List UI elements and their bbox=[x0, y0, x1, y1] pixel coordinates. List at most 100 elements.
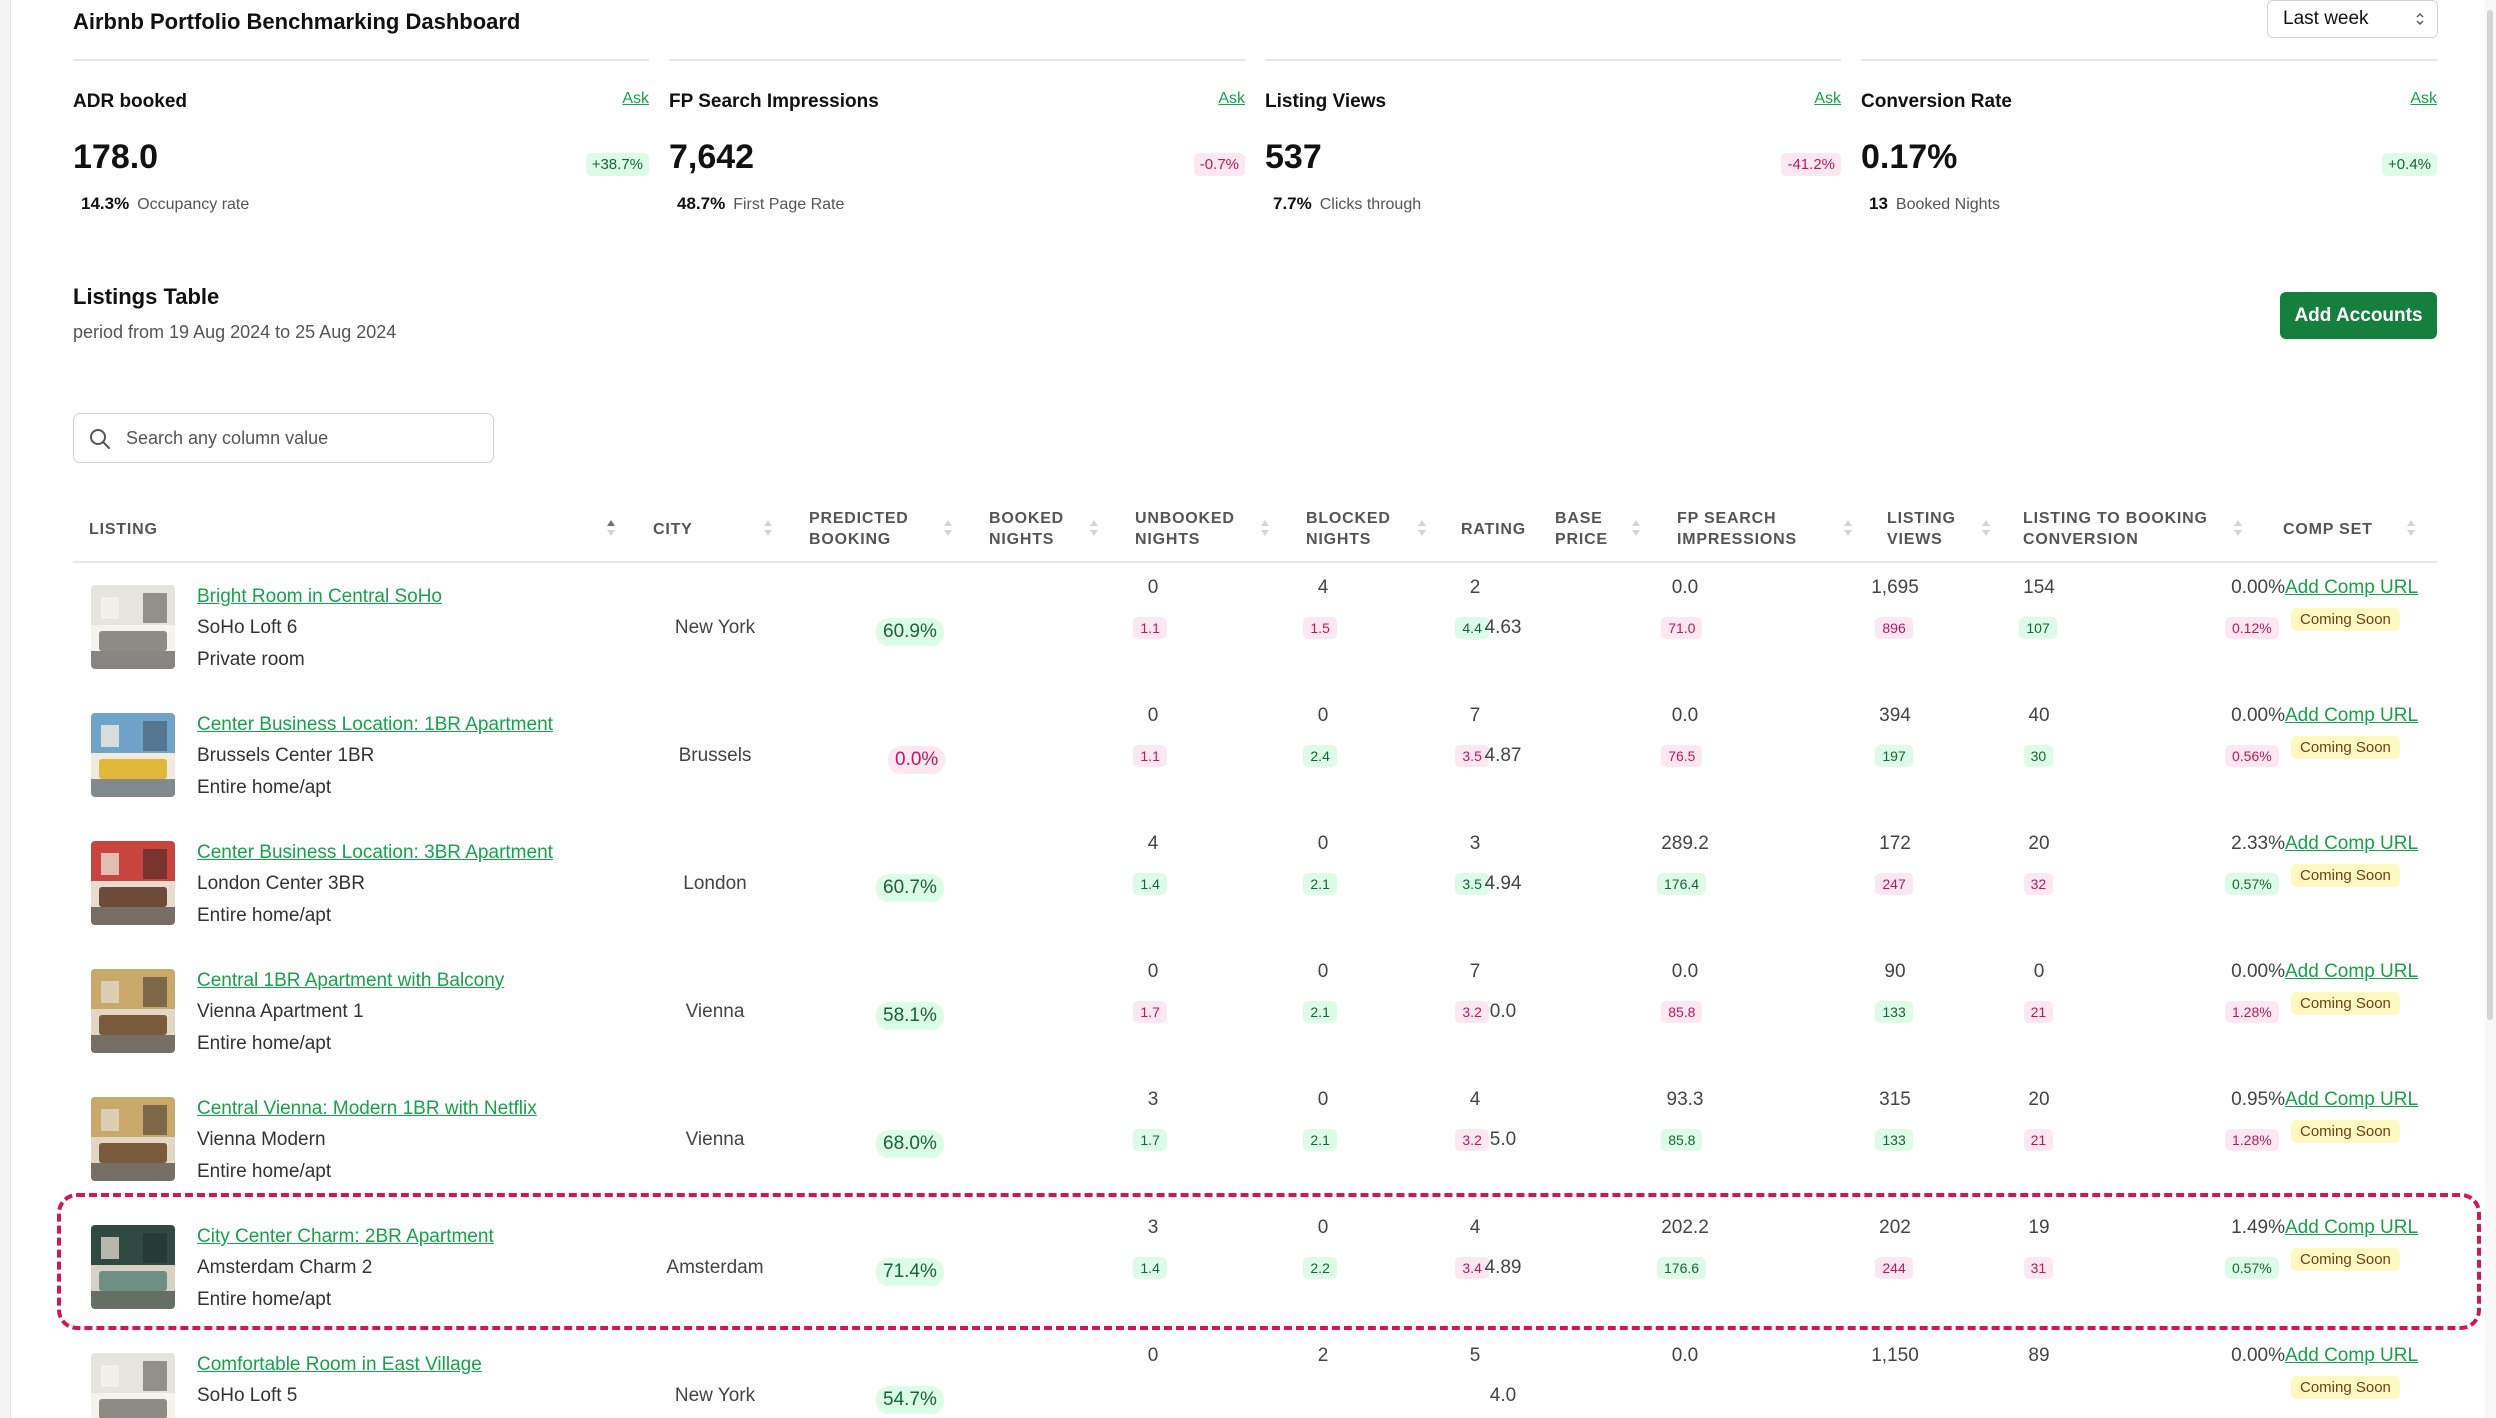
column-header-line1: PREDICTED bbox=[809, 510, 909, 527]
table-title: Listings Table bbox=[73, 284, 220, 309]
listing-name-link[interactable]: City Center Charm: 2BR Apartment bbox=[197, 1226, 494, 1247]
coming-soon-badge: Coming Soon bbox=[2291, 608, 2400, 631]
sort-icon[interactable] bbox=[943, 517, 953, 539]
search-box[interactable] bbox=[73, 413, 494, 463]
sort-icon[interactable] bbox=[1417, 517, 1427, 539]
listing-name-link[interactable]: Comfortable Room in East Village bbox=[197, 1354, 482, 1375]
column-header-line1: RATING bbox=[1461, 520, 1526, 538]
column-header-booked-nights[interactable]: BOOKED NIGHTS bbox=[989, 495, 1064, 563]
price-value: 0.0 bbox=[1671, 705, 1699, 726]
listing-name-link[interactable]: Center Business Location: 1BR Apartment bbox=[197, 714, 553, 735]
impressions-value: 202 bbox=[1879, 1217, 1911, 1238]
column-header-blocked-nights[interactable]: BLOCKED NIGHTS bbox=[1306, 495, 1391, 563]
rating-value: 4.0 bbox=[1489, 1385, 1517, 1406]
metric-label: Listing Views bbox=[1265, 91, 1387, 112]
sort-icon[interactable] bbox=[1260, 517, 1270, 539]
column-header-unbooked-nights[interactable]: UNBOOKED NIGHTS bbox=[1135, 495, 1235, 563]
blocked-value: 5 bbox=[1469, 1345, 1481, 1366]
metric-label: ADR booked bbox=[73, 91, 187, 112]
booked-benchmark-badge: 1.7 bbox=[1133, 1001, 1167, 1023]
conversion-value: 0.00% bbox=[2231, 577, 2285, 598]
listing-room-type: Entire home/apt bbox=[197, 1289, 332, 1310]
impressions-benchmark-badge: 896 bbox=[1875, 617, 1913, 639]
column-header-base-price[interactable]: BASE PRICE bbox=[1555, 495, 1608, 563]
impressions-value: 1,695 bbox=[1871, 577, 1919, 598]
price-value: 0.0 bbox=[1671, 1345, 1699, 1366]
add-comp-url-link[interactable]: Add Comp URL bbox=[2285, 961, 2419, 982]
predicted-booking-badge: 54.7% bbox=[876, 1386, 944, 1414]
unbooked-value: 4 bbox=[1317, 577, 1329, 598]
add-comp-url-link[interactable]: Add Comp URL bbox=[2285, 833, 2419, 854]
column-header-listing-views[interactable]: LISTING VIEWS bbox=[1887, 495, 1956, 563]
column-header-comp-set[interactable]: COMP SET bbox=[2283, 495, 2373, 563]
blocked-value: 4 bbox=[1469, 1217, 1481, 1238]
coming-soon-badge: Coming Soon bbox=[2291, 992, 2400, 1015]
add-comp-url-link[interactable]: Add Comp URL bbox=[2285, 1217, 2419, 1238]
price-value: 202.2 bbox=[1661, 1217, 1709, 1238]
sort-icon[interactable] bbox=[606, 517, 616, 539]
add-comp-url-link[interactable]: Add Comp URL bbox=[2285, 577, 2419, 598]
scrollbar-thumb[interactable] bbox=[2487, 10, 2493, 1020]
sort-icon[interactable] bbox=[2233, 517, 2243, 539]
blocked-benchmark-badge: 3.2 bbox=[1455, 1001, 1489, 1023]
listing-name-link[interactable]: Central 1BR Apartment with Balcony bbox=[197, 970, 505, 991]
column-header-line1: CITY bbox=[653, 520, 693, 538]
impressions-benchmark-badge: 244 bbox=[1875, 1257, 1913, 1279]
ask-link[interactable]: Ask bbox=[1218, 90, 1245, 107]
search-icon bbox=[90, 429, 110, 449]
add-comp-url-link[interactable]: Add Comp URL bbox=[2285, 705, 2419, 726]
sort-icon[interactable] bbox=[2406, 517, 2416, 539]
column-header-label: BASE PRICE bbox=[1555, 508, 1608, 550]
unbooked-value: 2 bbox=[1317, 1345, 1329, 1366]
metric-change-badge: +38.7% bbox=[585, 153, 649, 176]
conversion-value: 2.33% bbox=[2231, 833, 2285, 854]
predicted-booking-badge: 0.0% bbox=[888, 746, 946, 774]
table-header: LISTING CITY PREDICTED BOOKING BOOKED NIGHTS U… bbox=[73, 495, 2437, 563]
column-header-listing-to-booking-conversion[interactable]: LISTING TO BOOKING CONVERSION bbox=[2023, 495, 2208, 563]
views-benchmark-badge: 107 bbox=[2019, 617, 2057, 639]
listing-account: Vienna Modern bbox=[197, 1129, 326, 1150]
metric-value: 178.0 bbox=[73, 138, 159, 176]
sort-icon[interactable] bbox=[763, 517, 773, 539]
add-comp-url-link[interactable]: Add Comp URL bbox=[2285, 1089, 2419, 1110]
column-header-city[interactable]: CITY bbox=[653, 495, 693, 563]
column-header-listing[interactable]: LISTING bbox=[89, 495, 158, 563]
price-benchmark-badge: 85.8 bbox=[1661, 1129, 1703, 1151]
views-value: 40 bbox=[2028, 705, 2050, 726]
metric-value: 7,642 bbox=[669, 138, 755, 176]
column-header-fp-search-impressions[interactable]: FP SEARCH IMPRESSIONS bbox=[1677, 495, 1797, 563]
vertical-scrollbar[interactable] bbox=[2485, 0, 2496, 1418]
listing-room-type: Entire home/apt bbox=[197, 1161, 332, 1182]
add-comp-url-link[interactable]: Add Comp URL bbox=[2285, 1345, 2419, 1366]
views-value: 0 bbox=[2033, 961, 2045, 982]
city-cell: New York bbox=[674, 1385, 756, 1406]
listing-name-link[interactable]: Central Vienna: Modern 1BR with Netflix bbox=[197, 1098, 537, 1119]
sort-icon[interactable] bbox=[1631, 517, 1641, 539]
views-value: 19 bbox=[2028, 1217, 2050, 1238]
sort-icon[interactable] bbox=[1843, 517, 1853, 539]
ask-link[interactable]: Ask bbox=[1814, 90, 1841, 107]
blocked-benchmark-badge: 3.4 bbox=[1455, 1257, 1489, 1279]
search-input[interactable] bbox=[126, 424, 481, 452]
price-value: 93.3 bbox=[1666, 1089, 1704, 1110]
listing-room-type: Entire home/apt bbox=[197, 905, 332, 926]
unbooked-benchmark-badge: 2.4 bbox=[1303, 745, 1337, 767]
column-header-rating[interactable]: RATING bbox=[1461, 495, 1526, 563]
sort-icon[interactable] bbox=[1981, 517, 1991, 539]
predicted-booking-badge: 68.0% bbox=[876, 1130, 944, 1158]
listing-name-link[interactable]: Center Business Location: 3BR Apartment bbox=[197, 842, 553, 863]
booked-benchmark-badge: 1.4 bbox=[1133, 1257, 1167, 1279]
conversion-benchmark-badge: 1.28% bbox=[2225, 1129, 2279, 1151]
column-header-predicted-booking[interactable]: PREDICTED BOOKING bbox=[809, 495, 909, 563]
sort-icon[interactable] bbox=[1089, 517, 1099, 539]
price-benchmark-badge: 85.8 bbox=[1661, 1001, 1703, 1023]
conversion-value: 0.00% bbox=[2231, 1345, 2285, 1366]
add-accounts-button[interactable]: Add Accounts bbox=[2280, 292, 2437, 339]
column-header-label: LISTING VIEWS bbox=[1887, 508, 1956, 550]
price-value: 0.0 bbox=[1671, 961, 1699, 982]
ask-link[interactable]: Ask bbox=[2410, 90, 2437, 107]
ask-link[interactable]: Ask bbox=[622, 90, 649, 107]
metric-sub-value: 13 bbox=[1869, 194, 1888, 213]
listing-name-link[interactable]: Bright Room in Central SoHo bbox=[197, 586, 442, 607]
period-select[interactable]: Last week bbox=[2267, 0, 2438, 38]
